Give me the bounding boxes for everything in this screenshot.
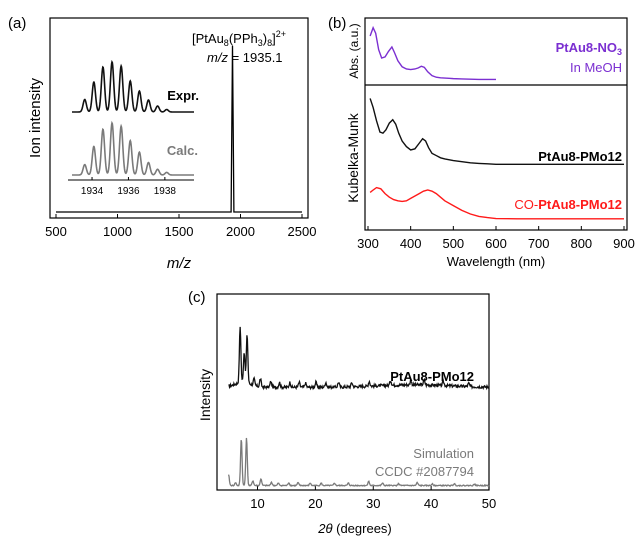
panel-a-formula: [PtAu8(PPh3)8]2+ [192, 29, 286, 48]
panel-b-red-label: CO-PtAu8-PMo12 [514, 197, 622, 212]
x-tick-label: 2000 [226, 224, 255, 239]
panel-a-x-label: m/z [167, 255, 192, 272]
x-tick-label: 2500 [288, 224, 317, 239]
formula-mid: (PPh [229, 31, 258, 46]
x-tick-label: 800 [570, 236, 592, 251]
panel-a-inset: 1934 1936 1938 Expr. Calc. [68, 59, 199, 197]
formula-lead: [PtAu [192, 31, 224, 46]
formula-close: ) [263, 31, 267, 46]
x-tick-label: 600 [485, 236, 507, 251]
panel-c-measured-line [228, 326, 490, 391]
panel-b-label: (b) [328, 15, 346, 32]
panel-a-x-ticks: 500 1000 1500 2000 2500 [45, 214, 316, 239]
panel-b-black-line [369, 98, 624, 165]
panel-b-black-label: PtAu8-PMo12 [538, 149, 622, 164]
formula-tail: ] [272, 31, 276, 46]
x-tick-label: 1934 [81, 186, 104, 197]
x-tick-label: 400 [400, 236, 422, 251]
inset-expr-line [72, 59, 194, 113]
inset-x-ticks: 1934 1936 1938 [81, 177, 177, 197]
x-tick-label: 1000 [103, 224, 132, 239]
panel-c-label: (c) [188, 289, 206, 306]
panel-b-purple-label: PtAu8-NO3 [556, 40, 622, 57]
inset-calc-label: Calc. [167, 143, 198, 158]
x-tick-label: 1936 [117, 186, 140, 197]
x-tick-label: 500 [442, 236, 464, 251]
panel-b-purple-line [369, 25, 496, 81]
x-tick-label: 900 [613, 236, 635, 251]
x-tick-label: 20 [308, 496, 322, 511]
panel-c-simulation-label: Simulation [413, 446, 474, 461]
x-tick-label: 40 [424, 496, 438, 511]
panel-b-x-ticks: 300 400 500 600 700 800 900 [357, 226, 635, 251]
panel-b-top-y-label: Abs. (a.u.) [347, 23, 361, 78]
panel-c-x-label: 2θ (degrees) [317, 521, 392, 536]
panel-b: (b) 300 400 500 600 700 800 900 Wavelength (nm… [328, 15, 635, 269]
panel-c: (c) 10 20 30 40 50 2θ (degrees) Intensity Pt… [188, 289, 496, 536]
panel-b-purple-sublabel: In MeOH [570, 60, 622, 75]
formula-sub-2: 3 [258, 38, 263, 48]
x-tick-label: 500 [45, 224, 67, 239]
panel-a: (a) 500 1000 1500 2000 2500 m/z Ion intensit… [8, 15, 316, 272]
x-tick-label: 10 [250, 496, 264, 511]
x-tick-label: 1938 [154, 186, 177, 197]
panel-c-simulation-sublabel: CCDC #2087794 [375, 464, 474, 479]
panel-a-y-label: Ion intensity [27, 77, 44, 158]
x-tick-label: 30 [366, 496, 380, 511]
panel-b-bottom-y-label: Kubelka-Munk [345, 112, 361, 202]
panel-a-spectrum-line [56, 45, 302, 213]
panel-c-measured-label: PtAu8-PMo12 [390, 369, 474, 384]
mz-value: = 1935.1 [228, 50, 283, 65]
panel-c-x-ticks: 10 20 30 40 50 [250, 486, 496, 511]
x-tick-label: 1500 [165, 224, 194, 239]
panel-c-simulation-line [227, 437, 490, 488]
panel-b-x-label: Wavelength (nm) [447, 254, 546, 269]
panel-a-label: (a) [8, 15, 26, 32]
panel-a-mz-annotation: m/z = 1935.1 [207, 50, 283, 65]
x-tick-label: 50 [482, 496, 496, 511]
formula-sub-1: 8 [224, 38, 229, 48]
panel-c-y-label: Intensity [197, 369, 213, 421]
inset-expr-label: Expr. [167, 88, 199, 103]
formula-sup: 2+ [276, 29, 286, 39]
x-tick-label: 700 [528, 236, 550, 251]
panel-b-red-line [369, 186, 624, 220]
inset-calc-line [72, 120, 194, 176]
panel-c-frame [216, 293, 490, 491]
x-tick-label: 300 [357, 236, 379, 251]
formula-sub-3: 8 [267, 38, 272, 48]
mz-label: m/z [207, 50, 228, 65]
